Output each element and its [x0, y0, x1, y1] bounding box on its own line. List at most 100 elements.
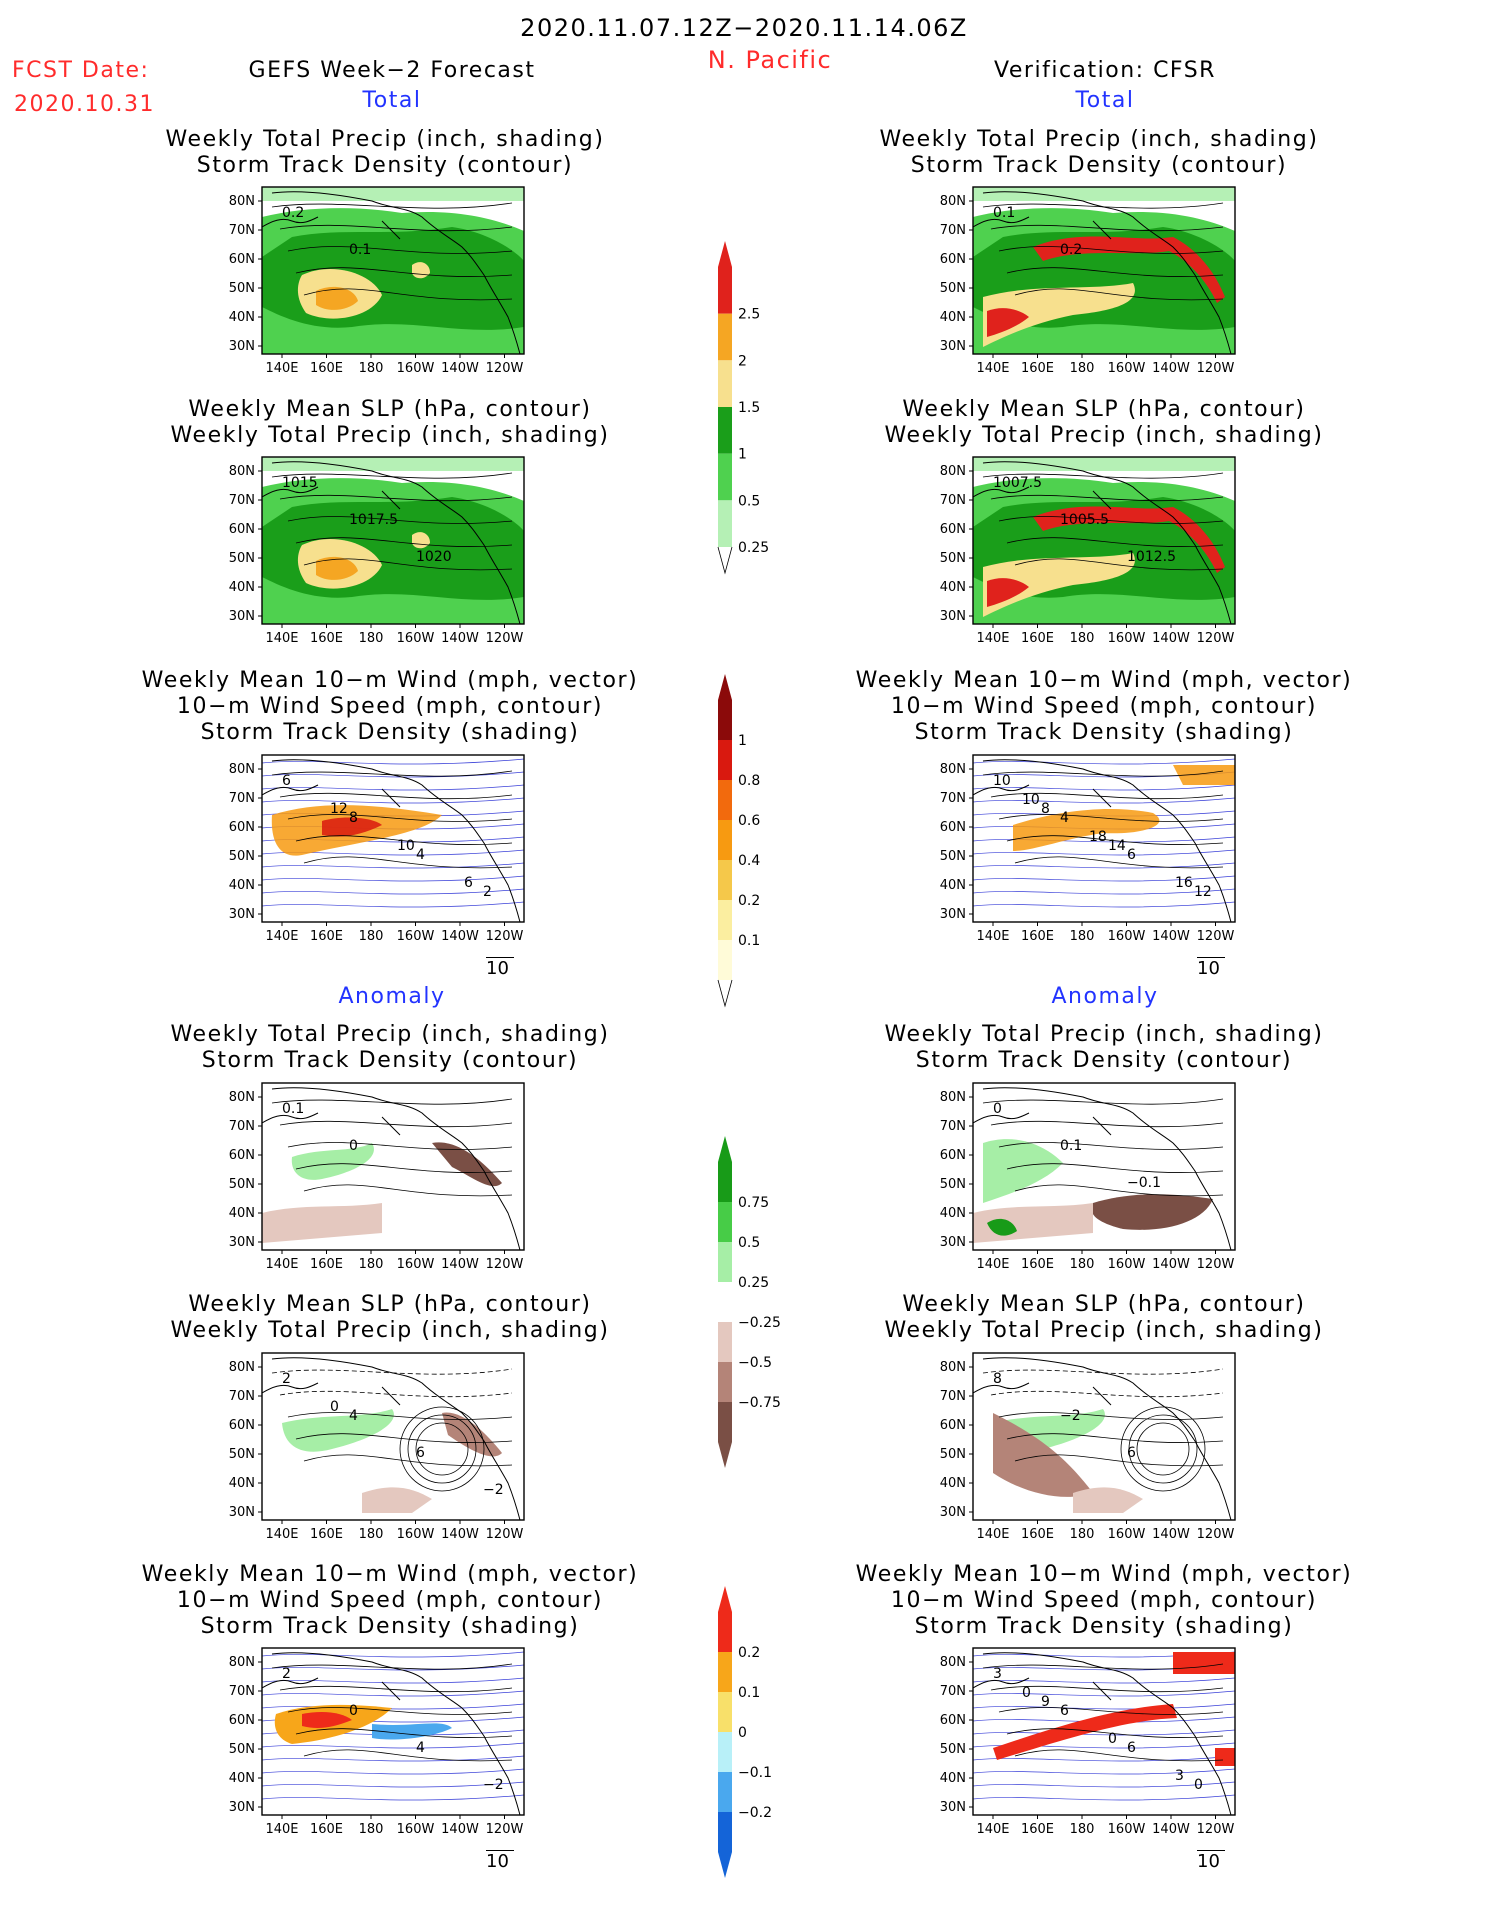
- colorbar-swatch: [718, 860, 732, 900]
- lon-label: 140E: [976, 1257, 1009, 1272]
- lon-label: 120W: [1197, 631, 1235, 646]
- title-line: Weekly Mean SLP (hPa, contour): [902, 1292, 1306, 1317]
- colorbar-top-arrow: [718, 241, 732, 267]
- lon-label: 140W: [441, 1257, 479, 1272]
- coastline: [982, 461, 1232, 624]
- contour-line: [303, 1749, 513, 1762]
- lat-label: 50N: [940, 551, 966, 566]
- contour-label: 0: [349, 1703, 358, 1719]
- lon-label: 180: [1070, 631, 1095, 646]
- contour-line: [271, 1368, 513, 1375]
- wind-vector-streak: [262, 1651, 524, 1658]
- contour-line: [279, 494, 513, 502]
- lon-label: 120W: [486, 929, 524, 944]
- lat-label: 50N: [229, 1742, 255, 1757]
- colorbar-label: −0.25: [738, 1315, 781, 1331]
- lon-label: 180: [1070, 1527, 1095, 1542]
- wind-vector-streak: [262, 797, 524, 804]
- vector-reference-value: 10: [486, 958, 509, 979]
- contour-label: 1015: [282, 475, 318, 491]
- ver-anom-wind-title: Weekly Mean 10−m Wind (mph, vector) 10−m…: [856, 1562, 1353, 1640]
- title-line: Storm Track Density (shading): [914, 1614, 1294, 1639]
- precip-shading-light: [973, 457, 1235, 471]
- lat-label: 40N: [940, 310, 966, 325]
- lon-label: 180: [359, 1257, 384, 1272]
- lon-label: 160E: [310, 929, 343, 944]
- lat-label: 50N: [940, 1177, 966, 1192]
- contour-label: 4: [416, 847, 425, 863]
- lon-label: 140W: [1152, 631, 1190, 646]
- lon-label: 180: [359, 1527, 384, 1542]
- contour-line: [998, 814, 1224, 822]
- wind-vector-streak: [262, 1742, 524, 1749]
- colorbar-swatch: [718, 1692, 732, 1732]
- lon-label: 160W: [1108, 929, 1146, 944]
- colorbar-swatch: [718, 1772, 732, 1812]
- vector-arrow-icon: [486, 1850, 514, 1851]
- lat-label: 80N: [940, 1655, 966, 1670]
- lon-label: 140E: [976, 631, 1009, 646]
- lon-label: 180: [1070, 1822, 1095, 1837]
- map-frame: [972, 456, 1236, 625]
- lon-label: 160W: [397, 361, 435, 376]
- contour-label: 4: [416, 1740, 425, 1756]
- coastline: [982, 759, 1232, 922]
- colorbar-swatch: [718, 453, 732, 501]
- map-frame: [261, 186, 525, 355]
- slp-anomaly-contour: [399, 1406, 485, 1492]
- coastline: [262, 1382, 319, 1394]
- title-line: Weekly Mean SLP (hPa, contour): [188, 1292, 592, 1317]
- lat-label: 50N: [940, 1742, 966, 1757]
- contour-line: [1006, 1163, 1224, 1173]
- lon-label: 140W: [441, 631, 479, 646]
- wind-vector-streak: [973, 901, 1235, 908]
- colorbar-label: 1: [738, 733, 747, 749]
- contour-label: 0: [349, 1138, 358, 1154]
- fcst-total-slp-title: Weekly Mean SLP (hPa, contour) Weekly To…: [170, 397, 609, 449]
- contour-line: [998, 516, 1224, 524]
- colorbar-label: 1: [738, 447, 747, 463]
- wind-vector-streak: [973, 797, 1235, 804]
- contour-line: [295, 835, 513, 845]
- lat-label: 40N: [229, 310, 255, 325]
- title-line: Weekly Total Precip (inch, shading): [170, 1318, 610, 1343]
- coastline: [262, 784, 319, 796]
- lat-label: 60N: [940, 820, 966, 835]
- lat-label: 60N: [229, 1148, 255, 1163]
- lon-label: 140W: [1152, 929, 1190, 944]
- coastline: [271, 1087, 521, 1250]
- wind-vector-streak: [262, 1664, 524, 1671]
- contour-label: 0.1: [282, 1101, 304, 1117]
- coastline: [982, 1652, 1232, 1815]
- colorbar-swatch: [718, 1162, 732, 1202]
- coastline: [271, 461, 521, 624]
- colorbar-label: −0.2: [738, 1805, 772, 1821]
- lon-label: 140E: [265, 1822, 298, 1837]
- vector-arrow-icon: [1197, 1850, 1225, 1851]
- fcst-date-label: FCST Date:: [12, 58, 150, 83]
- map-ver-total-wind: 80N 70N 60N 50N 40N 30N 140E 160E 180 160W 140W 120…: [913, 745, 1255, 962]
- contour-line: [990, 1120, 1224, 1128]
- lat-label: 60N: [229, 252, 255, 267]
- lat-label: 70N: [229, 1119, 255, 1134]
- lon-label: 180: [1070, 929, 1095, 944]
- lat-label: 50N: [229, 551, 255, 566]
- lat-label: 50N: [940, 849, 966, 864]
- lat-label: 30N: [229, 1505, 255, 1520]
- forecast-total-label: Total: [362, 88, 422, 113]
- colorbar-swatch: [718, 1652, 732, 1692]
- lat-label: 60N: [229, 1713, 255, 1728]
- lat-label: 70N: [229, 223, 255, 238]
- lon-label: 180: [1070, 1257, 1095, 1272]
- title-line: Storm Track Density (contour): [201, 1048, 579, 1073]
- precip-shading-light: [973, 187, 1235, 201]
- lat-label: 80N: [229, 464, 255, 479]
- title-line: Weekly Mean 10−m Wind (mph, vector): [141, 1562, 639, 1587]
- wind-vector-streak: [262, 758, 524, 765]
- contour-label: 0: [330, 1399, 339, 1415]
- track-anomaly-positive: [1215, 1748, 1235, 1766]
- contour-label: 10: [993, 773, 1011, 789]
- contour-label: 6: [464, 875, 473, 891]
- lat-label: 70N: [229, 493, 255, 508]
- vector-arrow-icon: [1197, 957, 1225, 958]
